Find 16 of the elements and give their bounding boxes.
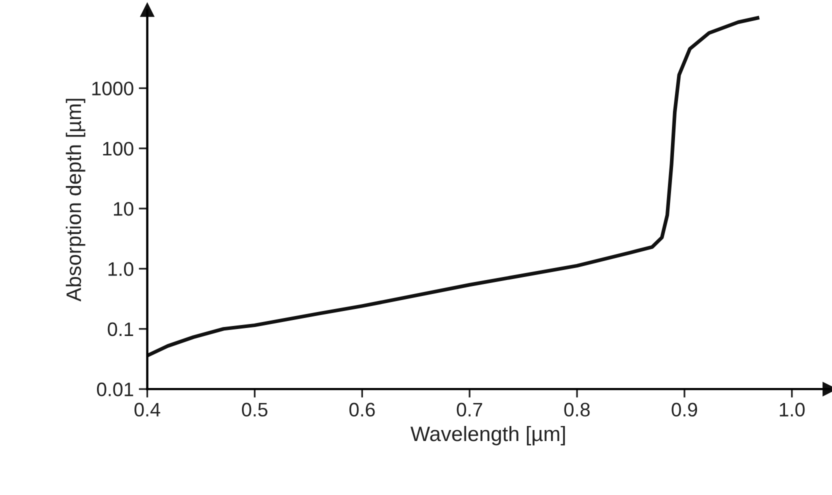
- line-series: [147, 16, 760, 357]
- x-tick-label: 0.4: [134, 402, 160, 417]
- x-tick-label: 0.6: [349, 402, 375, 417]
- x-tick-label: 0.9: [672, 402, 698, 417]
- y-tick-label: 1.0: [108, 262, 134, 276]
- y-tick-label: 0.1: [108, 322, 134, 336]
- y-tick-label: 100: [103, 142, 134, 156]
- y-tick-label: 10: [114, 202, 134, 216]
- x-tick-label: 0.8: [564, 402, 590, 417]
- x-tick-label: 0.7: [456, 402, 482, 417]
- x-tick-label: 1.0: [780, 402, 805, 417]
- x-tick-label: 0.5: [242, 402, 268, 417]
- y-tick-label: 1000: [92, 82, 134, 96]
- y-tick-label: 0.01: [96, 382, 134, 396]
- x-axis-title: Wavelength [µm]: [410, 426, 565, 446]
- y-axis-title: Absorption depth [µm]: [66, 98, 86, 302]
